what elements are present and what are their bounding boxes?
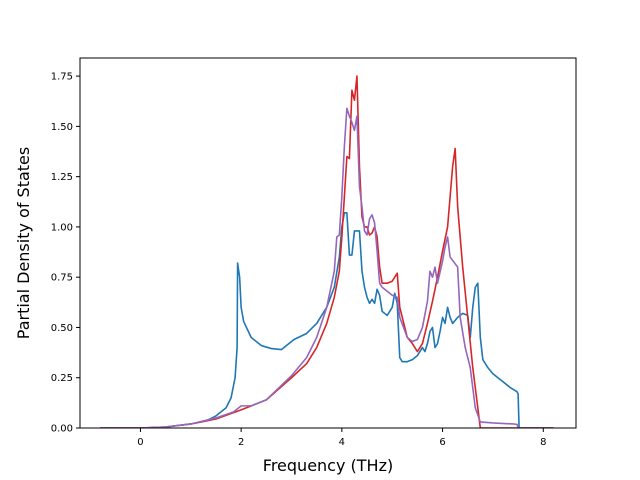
x-ticks: 0 2 4 6 8	[137, 428, 546, 448]
y-ticks: 0.00 0.25 0.50 0.75 1.00 1.25 1.50 1.75	[51, 72, 80, 435]
x-tick-label: 6	[439, 437, 445, 448]
x-tick-label: 4	[339, 437, 345, 448]
x-tick-label: 2	[238, 437, 244, 448]
y-tick-label: 1.00	[51, 222, 73, 233]
plot-frame	[79, 57, 577, 429]
x-tick-label: 0	[137, 437, 143, 448]
x-axis-label: Frequency (THz)	[263, 456, 393, 475]
x-tick-label: 8	[540, 437, 546, 448]
y-tick-label: 0.25	[51, 373, 73, 384]
y-tick-label: 0.75	[51, 273, 73, 284]
series-line-1	[100, 212, 554, 428]
series-layer	[100, 75, 554, 428]
y-axis-label: Partial Density of States	[14, 147, 33, 339]
y-tick-label: 1.50	[51, 122, 73, 133]
y-tick-label: 1.75	[51, 72, 73, 83]
y-tick-label: 1.25	[51, 172, 73, 183]
y-tick-label: 0.00	[51, 424, 73, 435]
y-tick-label: 0.50	[51, 323, 73, 334]
series-line-3	[100, 107, 554, 428]
